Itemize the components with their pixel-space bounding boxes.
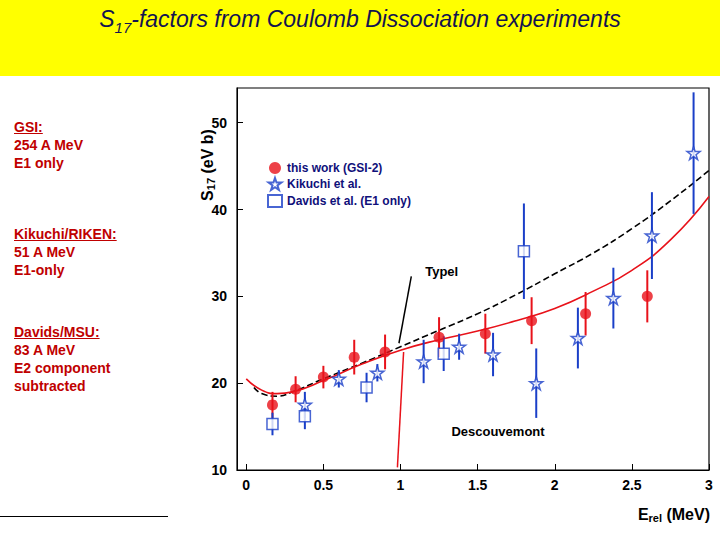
html-text:subtracted: subtracted [14, 378, 86, 394]
svg-text:0.5: 0.5 [314, 477, 334, 493]
svg-text:Descouvemont: Descouvemont [451, 424, 545, 439]
svg-text:(eV b): (eV b) [199, 129, 216, 178]
svg-text:40: 40 [211, 202, 227, 218]
svg-text:20: 20 [211, 375, 227, 391]
svg-text:30: 30 [211, 288, 227, 304]
svg-text:10: 10 [211, 462, 227, 478]
html-text:254 A MeV: 254 A MeV [14, 137, 83, 153]
svg-text:17: 17 [205, 178, 217, 190]
html-text:Davids/MSU:: Davids/MSU: [14, 324, 100, 340]
svg-text:(MeV): (MeV) [662, 506, 710, 523]
svg-text:this work (GSI-2): this work (GSI-2) [287, 161, 382, 175]
html-text:S17-factors from Coulomb Disso: S17-factors from Coulomb Dissociation ex… [99, 6, 621, 36]
svg-text:Typel: Typel [425, 264, 458, 279]
html-text:51 A MeV: 51 A MeV [14, 244, 76, 260]
svg-text:3: 3 [705, 477, 713, 493]
html-text:E1 only: E1 only [14, 155, 64, 171]
svg-text:50: 50 [211, 115, 227, 131]
html-text:E1-only: E1-only [14, 262, 65, 278]
svg-text:1.5: 1.5 [468, 477, 488, 493]
html-text:83 A MeV: 83 A MeV [14, 342, 76, 358]
svg-text:Kikuchi et al.: Kikuchi et al. [287, 177, 361, 191]
svg-text:rel: rel [649, 512, 662, 524]
html-text:E2 component: E2 component [14, 360, 111, 376]
svg-text:1: 1 [397, 477, 405, 493]
svg-text:S: S [199, 190, 216, 201]
svg-text:2.5: 2.5 [622, 477, 642, 493]
svg-text:Davids et al. (E1 only): Davids et al. (E1 only) [287, 194, 411, 208]
svg-text:0: 0 [242, 477, 250, 493]
html-text:Kikuchi/RIKEN:: Kikuchi/RIKEN: [14, 226, 117, 242]
svg-text:2: 2 [551, 477, 559, 493]
html-text:GSI:: GSI: [14, 119, 43, 135]
svg-text:E: E [638, 506, 649, 523]
